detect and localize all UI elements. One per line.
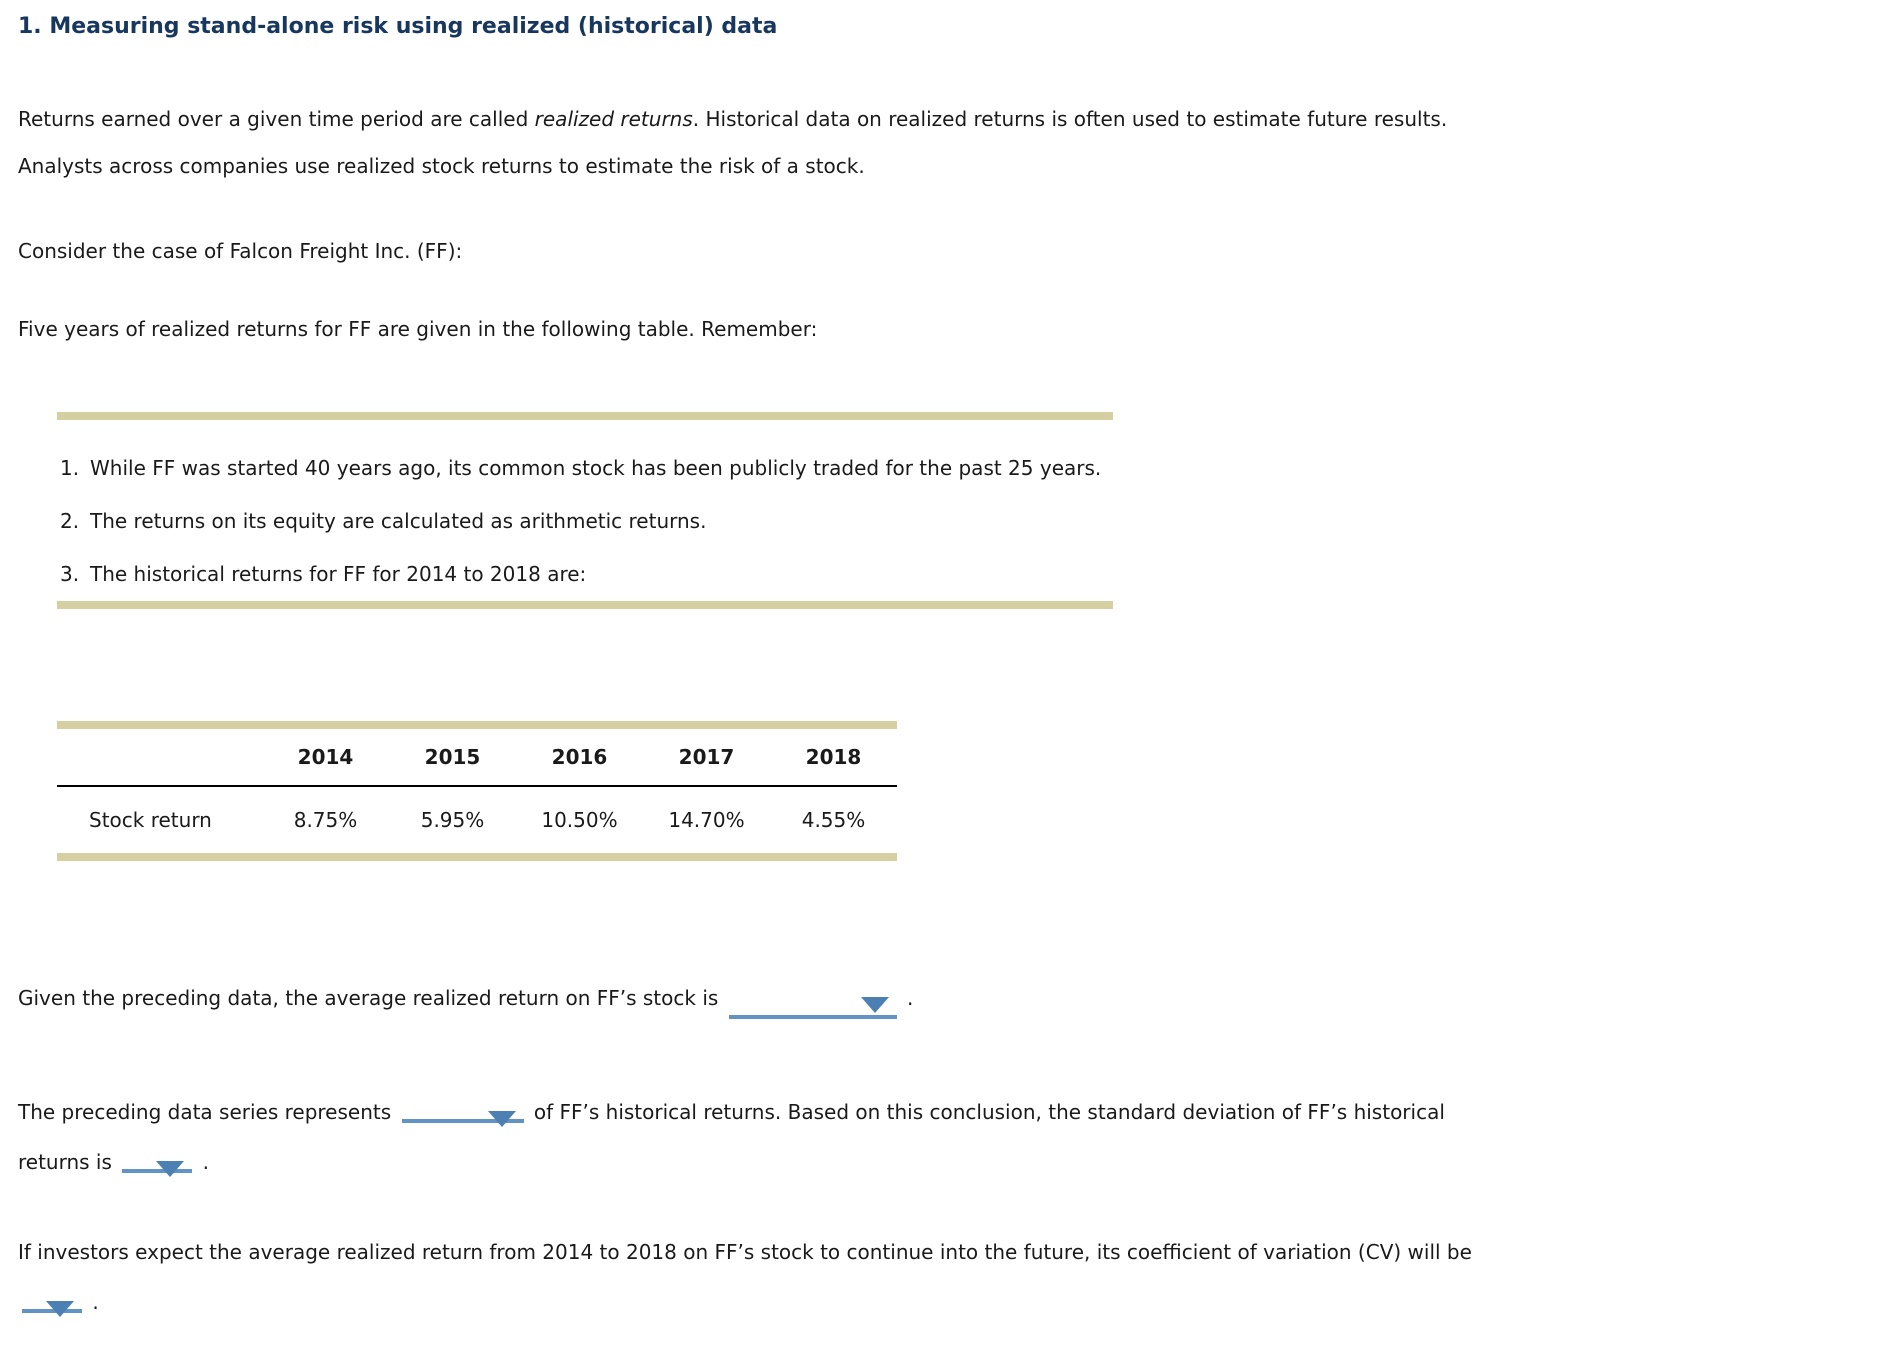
- header-spacer-cell: [57, 729, 262, 787]
- year-header-cell: 2017: [643, 729, 770, 787]
- returns-table-top-rule: [57, 721, 897, 729]
- question-1: Given the preceding data, the average re…: [18, 983, 1860, 1019]
- average-return-dropdown[interactable]: [728, 991, 897, 1019]
- data-series-type-dropdown[interactable]: [401, 1095, 524, 1127]
- dropdown-arrow-icon: [487, 1111, 516, 1127]
- year-header-cell: 2016: [516, 729, 643, 787]
- q2-part1: The preceding data series represents: [18, 1100, 392, 1124]
- dropdown-arrow-icon: [860, 997, 889, 1013]
- year-header-cell: 2014: [262, 729, 389, 787]
- return-value-cell: 5.95%: [420, 808, 485, 832]
- item-number: 1.: [60, 456, 80, 480]
- returns-table-bottom-rule: [57, 853, 897, 861]
- reminder-bottom-rule: [57, 601, 1113, 609]
- five-years-line: Five years of realized returns for FF ar…: [18, 317, 818, 341]
- reminder-list: 1. While FF was started 40 years ago, its…: [60, 442, 1860, 601]
- intro-line1-italic: realized returns: [534, 107, 693, 131]
- return-value-cell: 8.75%: [293, 808, 358, 832]
- cv-dropdown[interactable]: [22, 1285, 82, 1317]
- returns-table: 2014 2015 2016 2017 2018 Stock return 8.…: [57, 729, 897, 853]
- dropdown-arrow-icon: [46, 1301, 74, 1317]
- intro-line1-part2: . Historical data on realized returns is…: [692, 107, 1448, 131]
- consider-line: Consider the case of Falcon Freight Inc.…: [18, 239, 463, 263]
- q1-text: Given the preceding data, the average re…: [18, 986, 719, 1010]
- year-header-cell: 2015: [389, 729, 516, 787]
- return-value-cell: 10.50%: [541, 808, 618, 832]
- std-dev-dropdown[interactable]: [122, 1145, 193, 1177]
- question-2: The preceding data series represents of …: [18, 1087, 1860, 1187]
- list-item: 1. While FF was started 40 years ago, its…: [60, 442, 1860, 495]
- intro-line1-part1: Returns earned over a given time period …: [18, 107, 529, 131]
- item-text: The historical returns for FF for 2014 t…: [90, 562, 587, 586]
- dropdown-arrow-icon: [156, 1161, 185, 1177]
- q2-part2: of FF’s historical returns. Based on thi…: [533, 1100, 1445, 1124]
- list-item: 2. The returns on its equity are calculat…: [60, 495, 1860, 548]
- item-number: 3.: [60, 562, 80, 586]
- return-value-cell: 14.70%: [668, 808, 745, 832]
- q1-period: .: [907, 986, 914, 1010]
- item-text: The returns on its equity are calculated…: [90, 509, 707, 533]
- row-label: Stock return: [89, 808, 212, 832]
- q3-text: If investors expect the average realized…: [18, 1240, 1472, 1264]
- table-row: Stock return 8.75% 5.95% 10.50% 14.70% 4…: [57, 786, 897, 853]
- returns-table-section: 2014 2015 2016 2017 2018 Stock return 8.…: [57, 721, 897, 861]
- list-item: 3. The historical returns for FF for 2014…: [60, 548, 1860, 601]
- return-value-cell: 4.55%: [801, 808, 866, 832]
- q2-part3: returns is: [18, 1150, 112, 1174]
- intro-paragraph: Returns earned over a given time period …: [18, 96, 1860, 190]
- item-text: While FF was started 40 years ago, its c…: [90, 456, 1102, 480]
- item-number: 2.: [60, 509, 80, 533]
- question-3: If investors expect the average realized…: [18, 1227, 1860, 1327]
- page-title: 1. Measuring stand-alone risk using real…: [18, 14, 778, 39]
- reminder-top-rule: [57, 412, 1113, 420]
- q3-period: .: [92, 1290, 99, 1314]
- table-header-row: 2014 2015 2016 2017 2018: [57, 729, 897, 787]
- year-header-cell: 2018: [770, 729, 897, 787]
- q2-period: .: [202, 1150, 209, 1174]
- intro-line2: Analysts across companies use realized s…: [18, 154, 865, 178]
